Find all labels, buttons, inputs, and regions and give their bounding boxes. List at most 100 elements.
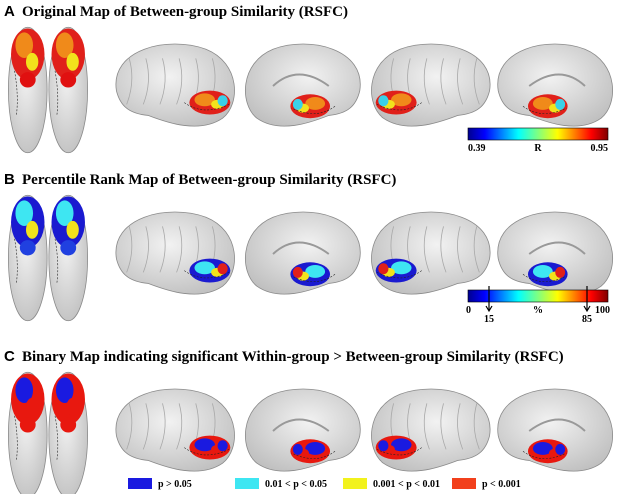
activation	[305, 265, 326, 278]
activation	[194, 93, 215, 107]
sulcus	[473, 226, 480, 273]
panel-letter: C	[4, 348, 15, 365]
activation	[532, 97, 553, 110]
sulcus	[473, 403, 480, 450]
activation	[19, 72, 36, 88]
legend-label: 0.01 < p < 0.05	[265, 479, 327, 490]
sulcus	[126, 58, 133, 105]
legend-label: p > 0.05	[158, 479, 192, 490]
sulcus	[126, 403, 133, 450]
activation	[26, 397, 39, 416]
hemisphere	[245, 43, 361, 127]
lateral-view	[371, 43, 491, 127]
arrow-head	[485, 305, 493, 313]
panel: C Binary Map indicating significant Withi…	[4, 348, 613, 494]
sulcus	[423, 226, 430, 273]
sulcus	[142, 226, 149, 273]
activation	[217, 440, 228, 452]
roi-outline	[184, 270, 230, 279]
sulcus	[142, 403, 149, 450]
legend-label: 0.001 < p < 0.01	[373, 479, 440, 490]
panel: A Original Map of Between-group Similarit…	[4, 3, 613, 154]
activation	[305, 97, 326, 110]
roi-outline	[291, 273, 336, 282]
sulcus	[457, 58, 464, 105]
activation	[194, 261, 215, 275]
activation	[194, 438, 215, 452]
activation	[292, 266, 303, 278]
activation	[292, 98, 303, 110]
sulcus	[457, 226, 464, 273]
activation	[60, 72, 77, 88]
colorbar-label: 100	[595, 305, 610, 316]
lateral-view	[115, 43, 235, 127]
activation	[555, 98, 566, 110]
activation	[292, 443, 303, 455]
roi-outline	[376, 270, 422, 279]
arrow-head	[583, 305, 591, 313]
roi-outline	[14, 415, 18, 461]
activation	[19, 417, 36, 433]
corpus	[528, 241, 586, 255]
activation	[378, 263, 389, 275]
lateral-view	[371, 388, 491, 472]
colorbar-label: 0.39	[468, 143, 486, 154]
activation	[15, 377, 34, 404]
dorsal-view	[7, 194, 88, 322]
activation	[26, 52, 39, 71]
activation	[55, 32, 74, 58]
panel: B Percentile Rank Map of Between-group Si…	[4, 171, 613, 325]
activation	[26, 220, 39, 239]
roi-outline	[14, 70, 18, 116]
sulcus	[176, 58, 183, 105]
activation	[60, 417, 77, 433]
sulcus	[440, 226, 447, 273]
roi-outline	[54, 70, 59, 116]
legend-label: p < 0.001	[482, 479, 521, 490]
roi-outline	[376, 447, 422, 456]
activation	[60, 240, 77, 256]
corpus	[272, 241, 330, 255]
sulcus	[176, 403, 183, 450]
activation	[217, 95, 228, 107]
legend-swatch	[128, 478, 152, 489]
panel-letter: A	[4, 3, 15, 20]
lateral-view	[371, 211, 491, 295]
legend-swatch	[452, 478, 476, 489]
colorbar	[467, 289, 609, 303]
activation	[391, 261, 412, 275]
activation	[305, 442, 326, 455]
activation	[378, 440, 389, 452]
colorbar-label: 0.95	[591, 143, 609, 154]
sulcus	[159, 58, 166, 105]
sulcus	[159, 403, 166, 450]
corpus	[272, 418, 330, 432]
sulcus	[142, 58, 149, 105]
activation	[15, 200, 34, 226]
corpus	[272, 73, 330, 87]
sulcus	[440, 58, 447, 105]
lateral-view	[115, 211, 235, 295]
medial-view	[497, 211, 613, 295]
colorbar-label: R	[534, 143, 542, 154]
roi-outline	[291, 450, 336, 459]
activation	[391, 93, 412, 107]
corpus	[528, 73, 586, 87]
roi-outline	[14, 238, 18, 284]
activation	[55, 200, 74, 226]
activation	[378, 95, 389, 107]
roi-outline	[522, 450, 567, 459]
roi-outline	[54, 238, 59, 284]
legend-swatch	[235, 478, 259, 489]
medial-view	[245, 43, 361, 127]
colorbar-label: %	[533, 305, 543, 316]
roi-outline	[54, 415, 59, 461]
dorsal-view	[7, 26, 88, 154]
roi-outline	[522, 273, 567, 282]
lateral-view	[115, 388, 235, 472]
panel-title: Original Map of Between-group Similarity…	[22, 4, 348, 20]
activation	[66, 220, 79, 239]
colorbar-label: 0	[466, 305, 471, 316]
panel-letter: B	[4, 171, 15, 188]
sulcus	[423, 58, 430, 105]
